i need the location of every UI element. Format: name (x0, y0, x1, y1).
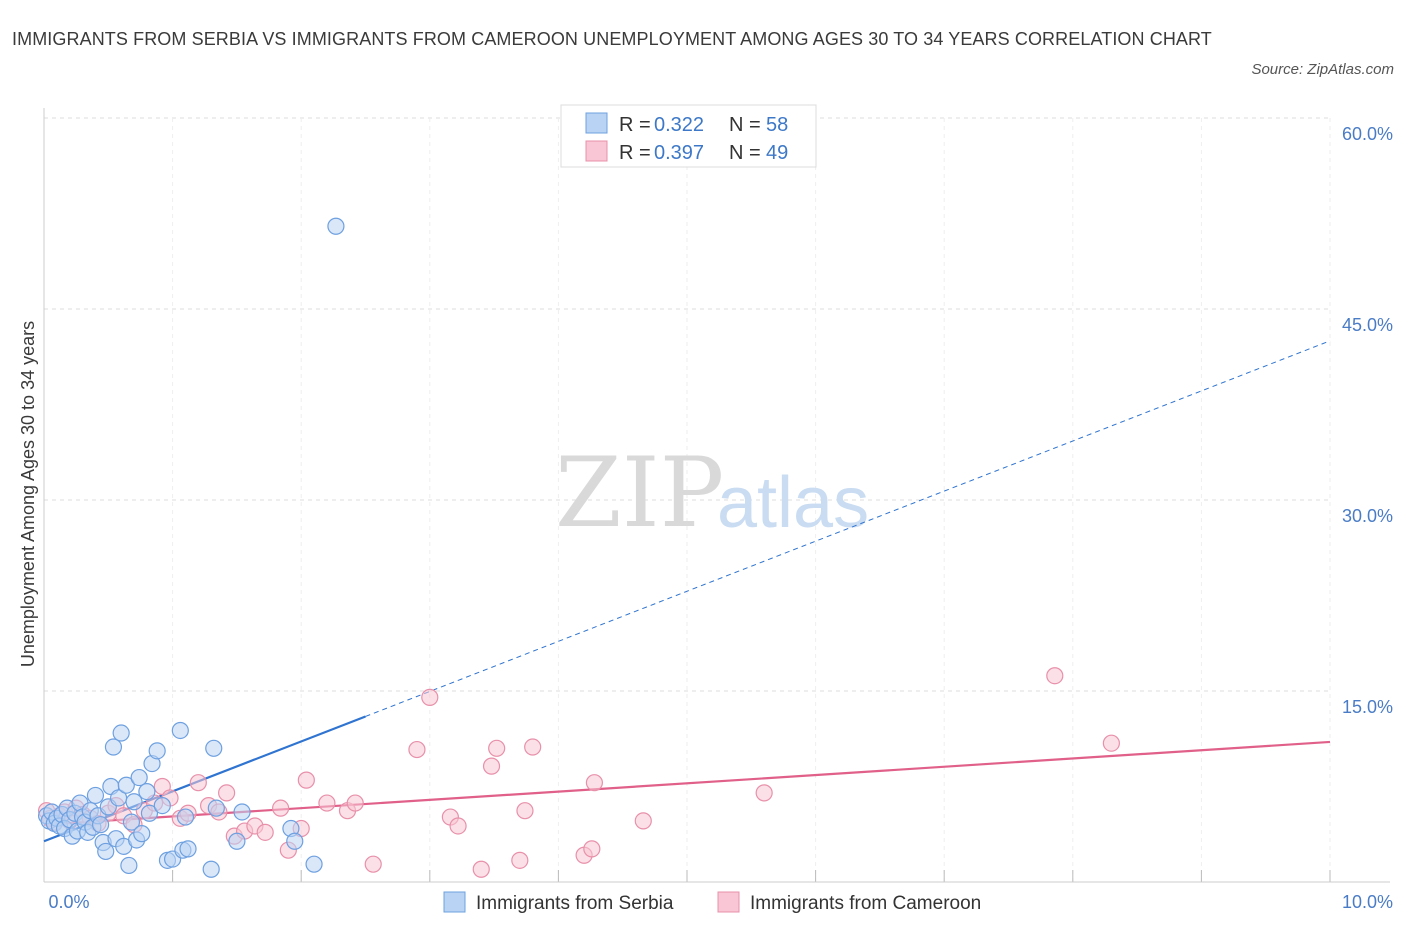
legend-n-label-serbia: N = (729, 114, 761, 136)
point-cameroon-31 (297, 771, 315, 789)
y-tick-label-0: 15.0% (1342, 697, 1393, 717)
x-tick-label-0: 0.0% (48, 892, 89, 912)
point-cameroon-49 (634, 812, 652, 830)
watermark: ZIP atlas (555, 437, 869, 549)
watermark-zip: ZIP (555, 437, 724, 549)
point-serbia-29 (112, 724, 130, 742)
point-cameroon-32 (318, 794, 336, 812)
chart-title: IMMIGRANTS FROM SERBIA VS IMMIGRANTS FRO… (12, 29, 1212, 49)
x-tick-label-1: 10.0% (1342, 892, 1393, 912)
point-serbia-53 (233, 803, 251, 821)
point-cameroon-43 (511, 851, 529, 869)
bottom-legend-swatch-cameroon (717, 891, 740, 913)
point-cameroon-37 (421, 688, 439, 706)
tick-labels: 15.0% 30.0% 45.0% 60.0% 0.0% 10.0% (48, 124, 1393, 912)
point-serbia-33 (122, 813, 141, 831)
point-cameroon-52 (1102, 734, 1120, 752)
point-serbia-26 (104, 738, 123, 756)
point-serbia-48 (179, 840, 197, 858)
legend-r-value-serbia: 0.322 (654, 114, 704, 136)
point-cameroon-27 (256, 823, 274, 841)
legend-n-value-cameroon: 49 (766, 142, 788, 164)
point-cameroon-35 (364, 855, 382, 873)
point-cameroon-42 (488, 739, 506, 757)
watermark-atlas: atlas (717, 463, 869, 543)
legend-box: R = 0.322 N = 58 R = 0.397 N = 49 (560, 104, 817, 168)
point-cameroon-50 (755, 784, 773, 802)
point-serbia-56 (305, 855, 323, 873)
y-tick-label-1: 30.0% (1342, 506, 1393, 526)
point-serbia-38 (138, 782, 156, 801)
point-cameroon-36 (408, 740, 426, 759)
y-tick-label-2: 45.0% (1342, 315, 1393, 335)
legend-n-value-serbia: 58 (766, 114, 788, 136)
point-serbia-23 (97, 842, 115, 861)
source-label: Source: ZipAtlas.com (1251, 61, 1394, 78)
point-serbia-49 (202, 860, 220, 878)
point-cameroon-23 (218, 784, 236, 802)
point-serbia-36 (130, 768, 148, 787)
bottom-legend-label-serbia: Immigrants from Serbia (476, 893, 674, 914)
point-serbia-47 (176, 808, 195, 826)
point-serbia-57 (327, 217, 345, 235)
trend-line-extension-0 (365, 340, 1331, 717)
y-axis-label: Unemployment Among Ages 30 to 34 years (18, 321, 38, 667)
point-cameroon-40 (472, 860, 490, 878)
legend-r-value-cameroon: 0.397 (654, 142, 704, 164)
legend-r-label-serbia: R = (619, 114, 651, 136)
point-cameroon-45 (524, 738, 542, 756)
bottom-legend: Immigrants from Serbia Immigrants from C… (443, 891, 981, 914)
point-serbia-31 (117, 776, 135, 794)
point-serbia-21 (91, 816, 110, 834)
legend-n-label-cameroon: N = (729, 142, 761, 164)
point-serbia-37 (133, 825, 151, 843)
legend-swatch-cameroon (585, 140, 608, 162)
point-cameroon-34 (346, 794, 364, 812)
point-serbia-55 (286, 832, 304, 850)
point-serbia-42 (153, 796, 171, 815)
point-serbia-51 (207, 799, 225, 817)
legend-swatch-serbia (585, 112, 608, 134)
legend-r-label-cameroon: R = (619, 142, 651, 164)
point-cameroon-41 (482, 757, 501, 775)
data-points (37, 217, 1120, 878)
point-cameroon-20 (189, 774, 207, 792)
point-cameroon-51 (1046, 667, 1064, 685)
point-cameroon-39 (449, 817, 467, 835)
trend-line-1 (43, 740, 1331, 826)
point-serbia-32 (120, 856, 138, 875)
point-serbia-34 (125, 793, 143, 811)
point-serbia-45 (171, 721, 189, 740)
point-cameroon-44 (516, 802, 534, 820)
point-serbia-19 (86, 786, 105, 805)
y-tick-label-3: 60.0% (1342, 124, 1393, 144)
point-cameroon-28 (272, 799, 290, 817)
point-serbia-50 (205, 739, 223, 757)
point-cameroon-48 (585, 774, 604, 792)
bottom-legend-swatch-serbia (443, 891, 466, 913)
point-serbia-52 (228, 832, 246, 850)
point-serbia-39 (140, 804, 159, 822)
axes (43, 108, 1390, 883)
point-serbia-41 (148, 742, 166, 760)
bottom-legend-label-cameroon: Immigrants from Cameroon (750, 893, 981, 914)
point-cameroon-47 (583, 840, 601, 858)
